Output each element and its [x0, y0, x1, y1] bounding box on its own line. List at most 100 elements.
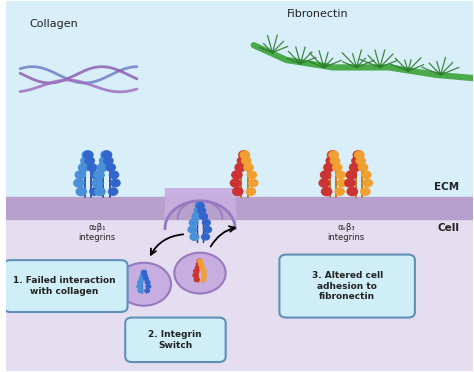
Circle shape [142, 270, 146, 274]
Circle shape [194, 278, 199, 282]
Circle shape [101, 151, 111, 159]
Circle shape [188, 226, 197, 233]
Circle shape [193, 273, 198, 278]
Circle shape [363, 179, 373, 187]
Circle shape [75, 171, 85, 179]
Circle shape [102, 151, 112, 158]
FancyBboxPatch shape [279, 254, 415, 318]
Circle shape [189, 219, 198, 226]
Circle shape [202, 273, 207, 277]
Text: ECM: ECM [434, 182, 459, 192]
Circle shape [201, 269, 206, 273]
Circle shape [328, 151, 338, 159]
Circle shape [84, 151, 93, 158]
Circle shape [146, 280, 150, 284]
Circle shape [347, 187, 357, 196]
Circle shape [361, 188, 370, 195]
Circle shape [138, 289, 143, 293]
Circle shape [146, 285, 151, 288]
Circle shape [201, 278, 206, 281]
Text: Fibronectin: Fibronectin [286, 9, 348, 19]
Circle shape [230, 179, 241, 187]
Circle shape [194, 207, 203, 214]
Circle shape [346, 171, 356, 179]
Circle shape [144, 277, 148, 280]
Circle shape [94, 171, 104, 179]
Circle shape [242, 157, 251, 164]
Circle shape [197, 262, 201, 266]
Circle shape [353, 151, 364, 159]
Text: αᵥβ₃
integrins: αᵥβ₃ integrins [328, 223, 365, 243]
Circle shape [141, 270, 146, 275]
Circle shape [195, 202, 204, 209]
Circle shape [336, 171, 345, 179]
Circle shape [140, 273, 146, 278]
Circle shape [237, 157, 247, 165]
Text: 2. Integrin
Switch: 2. Integrin Switch [148, 330, 202, 350]
Circle shape [335, 188, 344, 195]
Circle shape [321, 187, 332, 196]
Circle shape [137, 285, 142, 288]
Circle shape [174, 253, 226, 294]
Circle shape [198, 259, 202, 263]
Circle shape [90, 188, 99, 195]
Text: 1. Failed interaction
with collagen: 1. Failed interaction with collagen [13, 276, 116, 296]
Circle shape [329, 151, 338, 158]
Circle shape [324, 163, 334, 171]
Circle shape [337, 179, 346, 187]
Text: α₂β₁
integrins: α₂β₁ integrins [79, 223, 116, 243]
Text: Collagen: Collagen [29, 19, 78, 29]
Circle shape [81, 157, 91, 165]
Text: 3. Altered cell
adhesion to
fibronectin: 3. Altered cell adhesion to fibronectin [311, 271, 383, 301]
FancyBboxPatch shape [4, 260, 128, 312]
Circle shape [247, 171, 256, 179]
Circle shape [333, 164, 342, 171]
Circle shape [319, 179, 329, 187]
Circle shape [358, 164, 368, 171]
Circle shape [92, 179, 103, 187]
Circle shape [239, 151, 249, 159]
Circle shape [137, 280, 143, 285]
Circle shape [95, 187, 105, 196]
Circle shape [249, 179, 258, 187]
Circle shape [139, 277, 145, 281]
Circle shape [200, 213, 208, 219]
Circle shape [355, 151, 364, 158]
Circle shape [82, 151, 92, 159]
Bar [6, 197, 474, 219]
Circle shape [199, 262, 203, 266]
Circle shape [244, 164, 253, 171]
Circle shape [85, 157, 94, 164]
Circle shape [197, 259, 202, 263]
Circle shape [235, 163, 246, 171]
Circle shape [345, 179, 355, 187]
Circle shape [326, 157, 337, 165]
Circle shape [320, 171, 331, 179]
Circle shape [200, 266, 204, 269]
Circle shape [198, 208, 206, 214]
Circle shape [349, 163, 360, 171]
Circle shape [194, 269, 199, 273]
Circle shape [196, 203, 204, 209]
Circle shape [145, 289, 149, 292]
FancyBboxPatch shape [125, 318, 226, 362]
Circle shape [106, 164, 115, 171]
Circle shape [356, 157, 365, 164]
Circle shape [192, 213, 201, 220]
Circle shape [117, 263, 171, 306]
Circle shape [143, 273, 147, 277]
Circle shape [97, 163, 108, 171]
Circle shape [111, 179, 120, 187]
Circle shape [109, 188, 118, 195]
Circle shape [240, 151, 249, 158]
Circle shape [330, 157, 340, 164]
Circle shape [76, 187, 86, 196]
Text: Cell: Cell [438, 223, 459, 233]
Circle shape [195, 266, 201, 270]
Circle shape [204, 227, 211, 233]
Circle shape [74, 179, 84, 187]
Circle shape [352, 157, 362, 165]
Circle shape [362, 171, 371, 179]
Circle shape [201, 234, 210, 240]
Circle shape [92, 179, 101, 187]
